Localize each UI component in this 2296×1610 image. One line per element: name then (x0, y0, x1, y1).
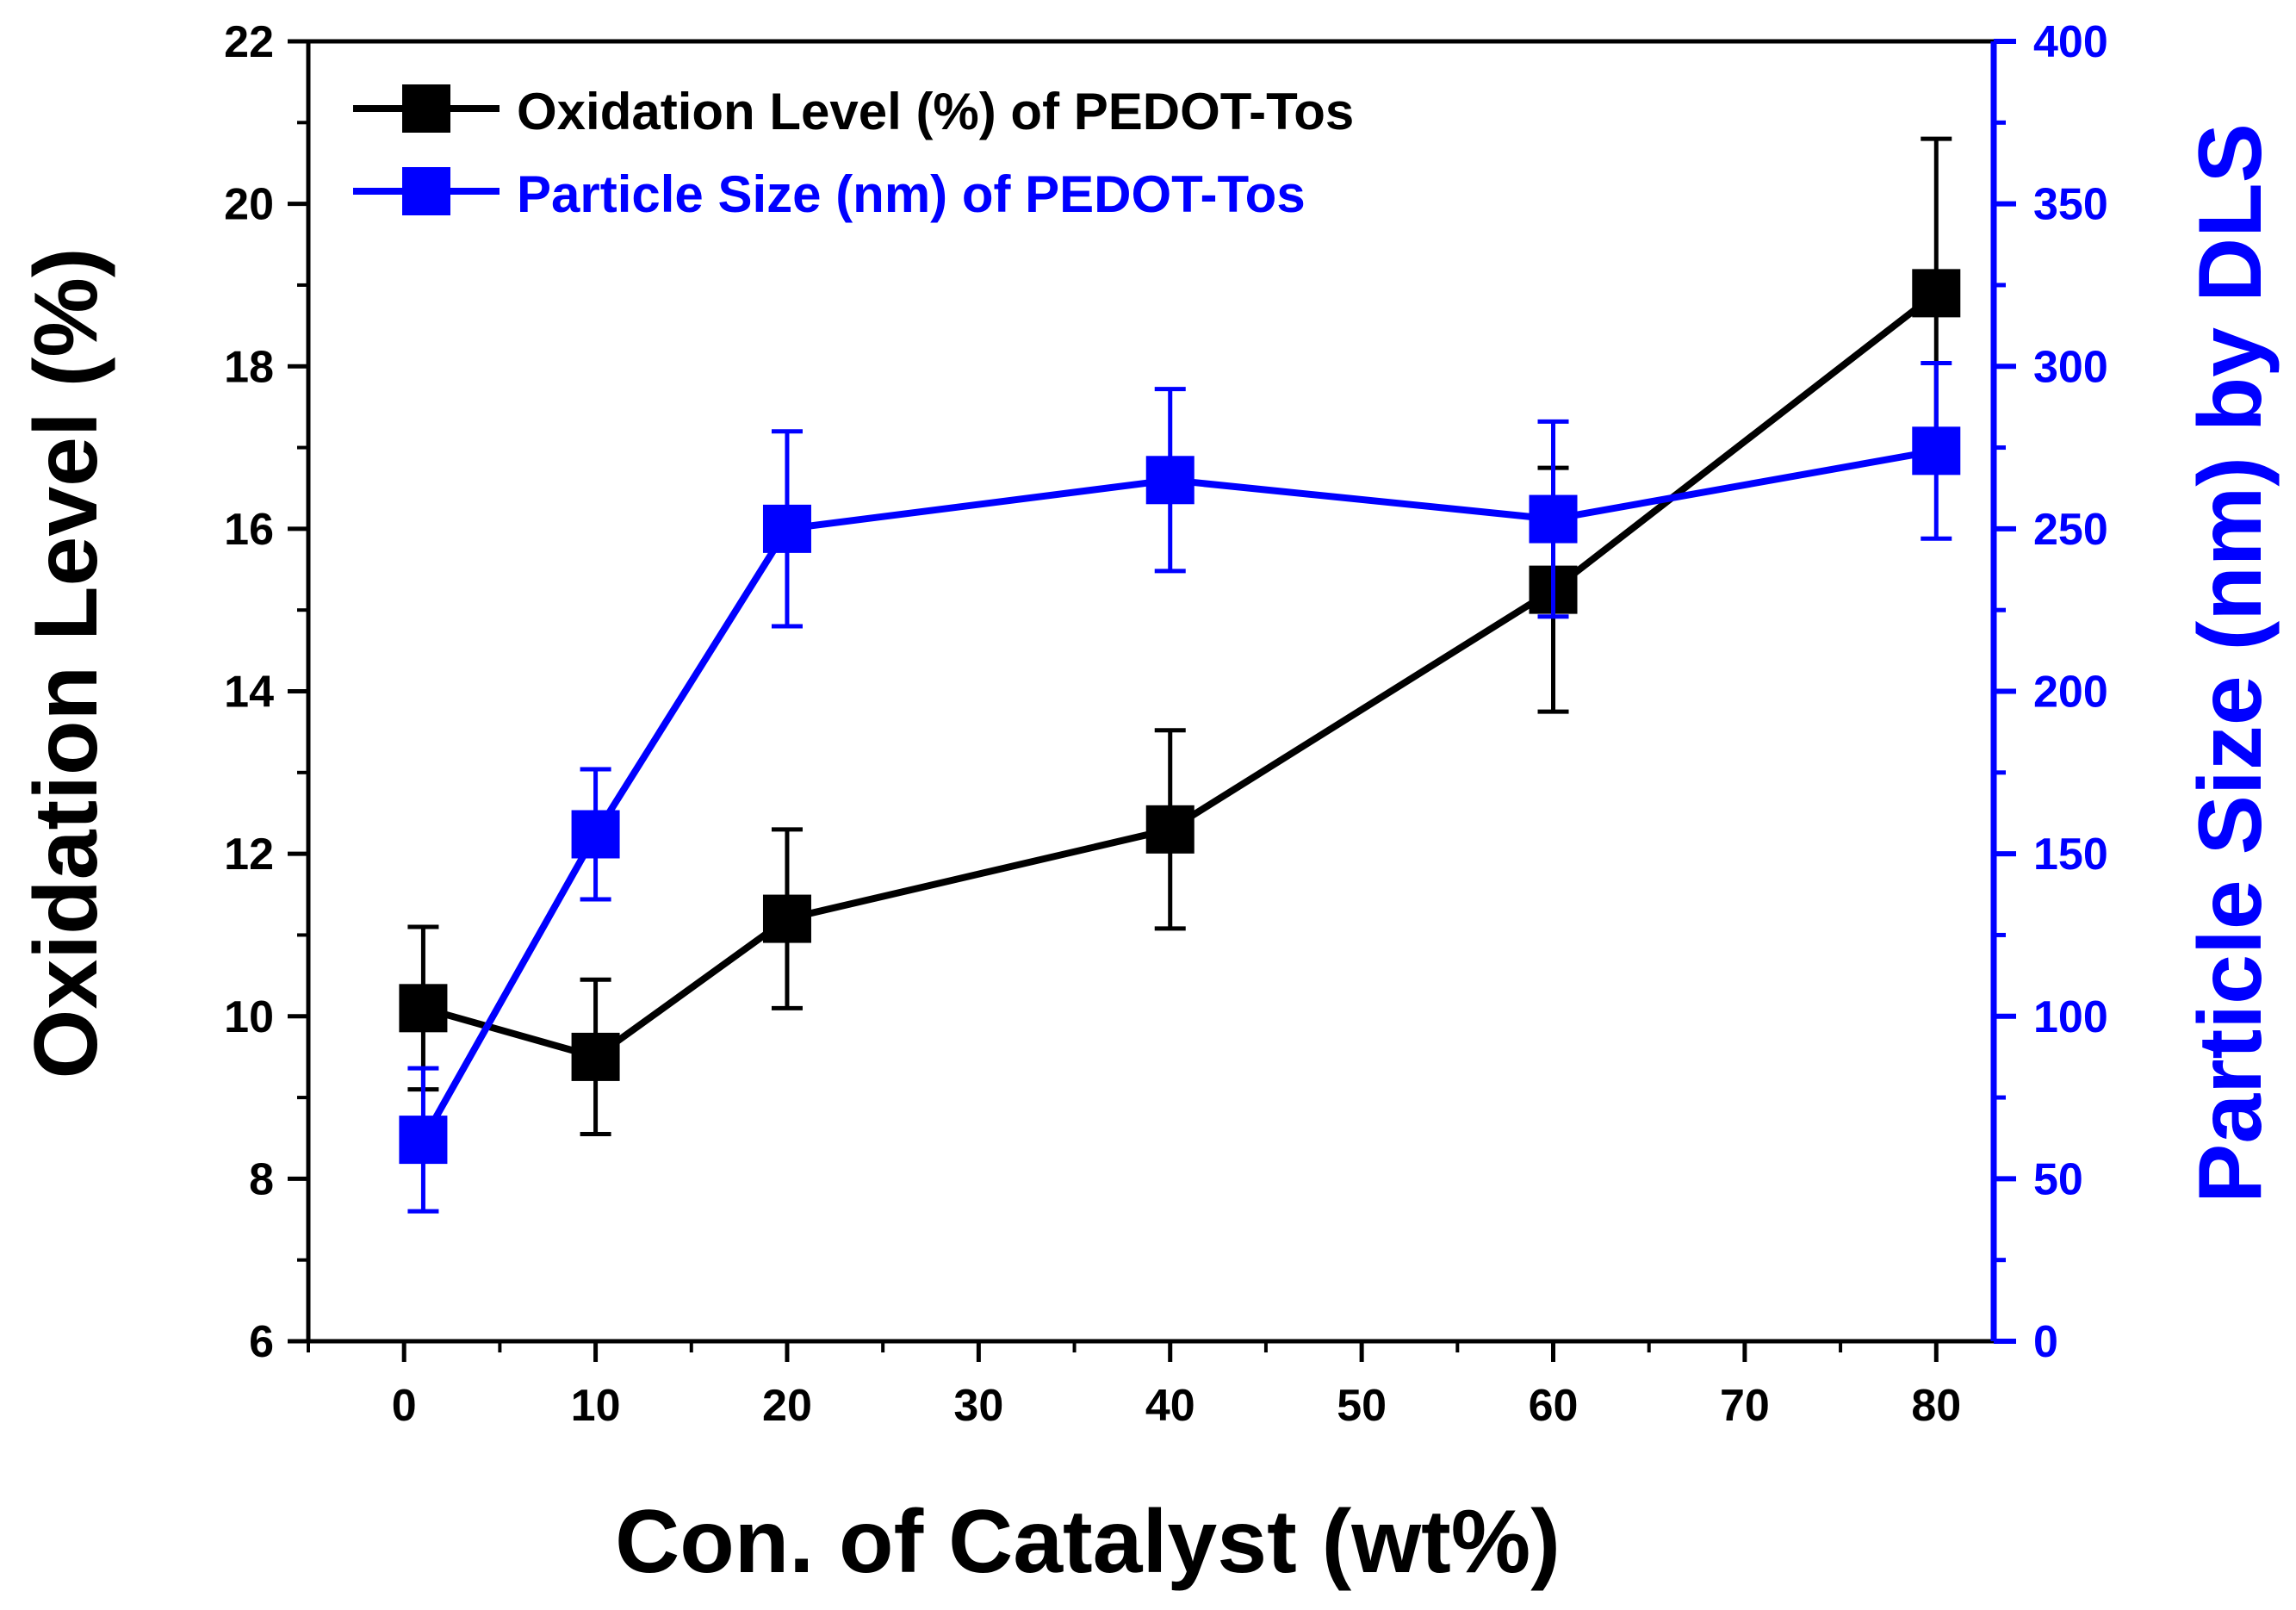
y-right-tick-label: 200 (2033, 668, 2108, 718)
x-tick-label: 80 (1911, 1381, 1961, 1431)
axes-frame: 0 10 20 30 40 50 60 70 80 6 8 10 12 14 16 18 20 22 0 50 100 1… (224, 17, 2108, 1431)
y-left-tick-label: 12 (224, 830, 274, 880)
legend-marker (402, 167, 450, 215)
data-point-marker (1145, 805, 1195, 854)
y-left-tick-label: 8 (249, 1154, 274, 1204)
y-right-tick-label: 400 (2033, 17, 2108, 67)
data-point-marker (762, 504, 811, 553)
x-tick-label: 60 (1529, 1381, 1579, 1431)
data-point-marker (1145, 456, 1195, 505)
legend: Oxidation Level (%) of PEDOT-Tos Particl… (353, 83, 1354, 223)
x-tick-label: 70 (1720, 1381, 1770, 1431)
right-axis-title: Particle Size (nm) by DLS (2181, 123, 2280, 1203)
data-point-marker (762, 894, 811, 943)
series-oxidation-level (399, 136, 1961, 1137)
y-right-tick-label: 350 (2033, 180, 2108, 230)
y-right-tick-label: 100 (2033, 992, 2108, 1042)
y-left-tick-label: 10 (224, 992, 274, 1042)
x-tick-label: 10 (571, 1381, 621, 1431)
y-right-tick-label: 300 (2033, 342, 2108, 392)
data-point-marker (1912, 269, 1961, 318)
series-particle-size (399, 360, 1961, 1214)
x-tick-label: 0 (392, 1381, 417, 1431)
data-point-marker (1912, 426, 1961, 476)
y-left-tick-label: 14 (224, 668, 274, 718)
data-point-marker (399, 984, 448, 1033)
data-point-marker (1529, 494, 1578, 544)
legend-label-oxidation: Oxidation Level (%) of PEDOT-Tos (517, 83, 1354, 140)
x-axis-title: Con. of Catalyst (wt%) (615, 1492, 1561, 1592)
x-tick-label: 40 (1145, 1381, 1195, 1431)
y-left-tick-label: 6 (249, 1317, 274, 1367)
series-layer (399, 136, 1961, 1214)
legend-marker (402, 84, 450, 133)
left-axis-title: Oxidation Level (%) (16, 247, 116, 1079)
y-left-tick-label: 22 (224, 17, 274, 67)
series-line (419, 447, 1937, 1142)
y-right-tick-label: 0 (2033, 1317, 2058, 1367)
y-left-tick-label: 16 (224, 505, 274, 555)
series-line (422, 290, 1939, 1060)
y-right-tick-label: 250 (2033, 505, 2108, 555)
x-tick-label: 20 (762, 1381, 812, 1431)
y-left-tick-label: 20 (224, 180, 274, 230)
y-right-tick-label: 150 (2033, 830, 2108, 880)
x-tick-label: 50 (1337, 1381, 1387, 1431)
y-left-tick-label: 18 (224, 342, 274, 392)
data-point-marker (571, 810, 620, 859)
legend-label-particle-size: Particle Size (nm) of PEDOT-Tos (517, 165, 1306, 223)
data-point-marker (571, 1032, 620, 1081)
x-tick-label: 30 (953, 1381, 1003, 1431)
data-point-marker (399, 1116, 448, 1165)
y-right-tick-label: 50 (2033, 1154, 2083, 1204)
